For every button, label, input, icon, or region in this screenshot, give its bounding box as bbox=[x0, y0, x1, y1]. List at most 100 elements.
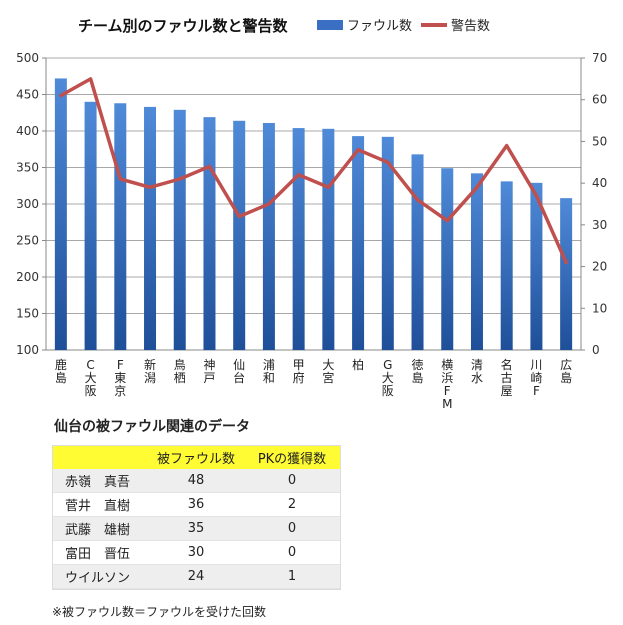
bar bbox=[262, 122, 275, 350]
left-tick-label: 350 bbox=[16, 161, 39, 175]
category-label: 甲府 bbox=[293, 358, 305, 385]
category-label: 広島 bbox=[560, 358, 572, 385]
category-label: G 大阪 bbox=[382, 358, 394, 398]
bar bbox=[114, 103, 127, 350]
left-tick-label: 150 bbox=[16, 307, 39, 321]
line-point bbox=[356, 148, 360, 152]
left-tick-label: 500 bbox=[16, 51, 39, 65]
line-point bbox=[59, 94, 63, 98]
footnote: ※被ファウル数＝ファウルを受けた回数 bbox=[52, 605, 267, 619]
table-title: 仙台の被ファウル関連のデータ bbox=[54, 419, 250, 435]
line-point bbox=[237, 215, 241, 219]
right-tick-label: 50 bbox=[592, 134, 607, 148]
line-point bbox=[386, 160, 390, 164]
player-name-cell: 菅井 直樹 bbox=[53, 492, 148, 517]
bar bbox=[530, 182, 543, 350]
right-tick-label: 20 bbox=[592, 260, 607, 274]
pk-earned-cell: 1 bbox=[244, 564, 340, 589]
series-line bbox=[59, 77, 568, 265]
line-point bbox=[118, 177, 122, 181]
bar bbox=[381, 136, 394, 350]
right-tick-label: 40 bbox=[592, 176, 607, 190]
player-name-cell: 赤嶺 真吾 bbox=[53, 469, 148, 493]
category-label: 鳥栖 bbox=[174, 357, 186, 385]
fouls-received-cell: 35 bbox=[148, 516, 244, 541]
line-point bbox=[445, 219, 449, 223]
table-header-name bbox=[53, 446, 148, 469]
legend-line-label: 警告数 bbox=[451, 18, 490, 34]
line-point bbox=[207, 164, 211, 168]
legend-bar-label: ファウル数 bbox=[347, 19, 412, 34]
line-point bbox=[416, 198, 420, 202]
table-header-pk: PKの獲得数 bbox=[244, 446, 340, 469]
category-label: 神戸 bbox=[203, 358, 215, 385]
category-label: 浦和 bbox=[263, 358, 275, 385]
line-point bbox=[148, 185, 152, 189]
legend: ファウル数 警告数 bbox=[317, 18, 490, 34]
player-name-cell: ウイルソン bbox=[53, 564, 148, 589]
category-label: C 大阪 bbox=[85, 358, 97, 398]
chart: チーム別のファウル数と警告数 ファウル数 警告数 100150200250300… bbox=[16, 17, 607, 410]
bar bbox=[203, 117, 216, 350]
category-label: F 東京 bbox=[114, 358, 126, 398]
table-row: 赤嶺 真吾 48 0 bbox=[53, 469, 340, 493]
fouls-received-cell: 30 bbox=[148, 540, 244, 565]
left-tick-label: 400 bbox=[16, 124, 39, 138]
line-point bbox=[564, 260, 568, 264]
fouls-received-cell: 36 bbox=[148, 492, 244, 517]
category-label: 清水 bbox=[471, 358, 483, 385]
pk-earned-cell: 2 bbox=[244, 492, 340, 517]
right-tick-label: 10 bbox=[592, 301, 607, 315]
bar bbox=[322, 128, 335, 350]
player-name-cell: 富田 晋伍 bbox=[53, 540, 148, 565]
left-tick-label: 250 bbox=[16, 234, 39, 248]
bar bbox=[144, 106, 157, 350]
table-row: 富田 晋伍 30 0 bbox=[53, 540, 340, 565]
category-label: 鹿島 bbox=[55, 357, 67, 385]
left-tick-label: 300 bbox=[16, 197, 39, 211]
fouls-received-cell: 24 bbox=[148, 564, 244, 589]
bar bbox=[411, 154, 424, 350]
bar bbox=[292, 128, 305, 350]
category-label: 名古屋 bbox=[501, 357, 513, 398]
bar bbox=[84, 101, 97, 350]
fouls-received-cell: 48 bbox=[148, 469, 244, 493]
pk-earned-cell: 0 bbox=[244, 469, 340, 493]
category-label: 柏 bbox=[352, 357, 364, 372]
line-point bbox=[326, 185, 330, 189]
right-tick-label: 30 bbox=[592, 218, 607, 232]
pk-earned-cell: 0 bbox=[244, 516, 340, 541]
right-tick-label: 60 bbox=[592, 93, 607, 107]
line-point bbox=[178, 177, 182, 181]
category-label: 仙台 bbox=[233, 358, 245, 385]
left-tick-label: 100 bbox=[16, 343, 39, 357]
table-row: 武藤 雄樹 35 0 bbox=[53, 516, 340, 541]
left-tick-label: 450 bbox=[16, 88, 39, 102]
bar bbox=[173, 109, 186, 350]
data-table: 被ファウル数 PKの獲得数 赤嶺 真吾 48 0 菅井 直樹 36 2 武藤 雄樹 35 0 富田… bbox=[53, 446, 340, 589]
category-label: 徳島 bbox=[412, 357, 424, 385]
line-point bbox=[89, 77, 93, 81]
line-point bbox=[475, 185, 479, 189]
category-label: 新潟 bbox=[144, 357, 156, 385]
bar bbox=[441, 168, 454, 350]
line-point bbox=[267, 202, 271, 206]
right-tick-label: 70 bbox=[592, 51, 607, 65]
table-row: 菅井 直樹 36 2 bbox=[53, 492, 340, 517]
legend-bar-swatch bbox=[317, 20, 343, 30]
bar bbox=[500, 181, 513, 350]
line-point bbox=[534, 194, 538, 198]
chart-title: チーム別のファウル数と警告数 bbox=[78, 17, 289, 35]
bar bbox=[560, 198, 573, 350]
table-header-row: 被ファウル数 PKの獲得数 bbox=[53, 446, 340, 469]
bar bbox=[233, 120, 246, 350]
bar bbox=[54, 78, 67, 350]
right-tick-label: 0 bbox=[592, 343, 600, 357]
category-label: 川崎 F bbox=[530, 358, 542, 398]
line-point bbox=[505, 144, 509, 148]
line-point bbox=[297, 173, 301, 177]
table-row: ウイルソン 24 1 bbox=[53, 564, 340, 589]
table-frame: 被ファウル数 PKの獲得数 赤嶺 真吾 48 0 菅井 直樹 36 2 武藤 雄樹 35 0 富田… bbox=[52, 445, 341, 590]
pk-earned-cell: 0 bbox=[244, 540, 340, 565]
table-header-fouls: 被ファウル数 bbox=[148, 446, 244, 469]
